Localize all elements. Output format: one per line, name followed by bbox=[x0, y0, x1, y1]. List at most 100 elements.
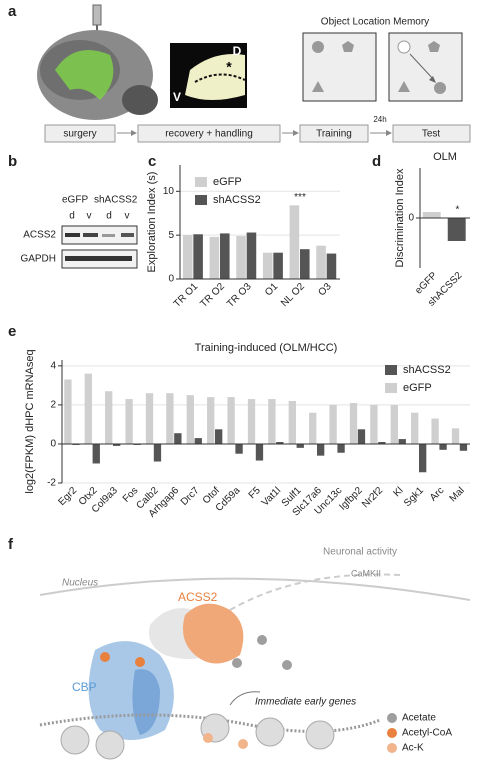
interval-label: 24h bbox=[373, 115, 386, 124]
diagram-label: Nucleus bbox=[62, 578, 98, 589]
x-tick-label: Nr2f2 bbox=[360, 485, 385, 510]
annotation: *** bbox=[294, 192, 306, 203]
bar bbox=[186, 395, 194, 444]
y-axis-label: log2(FPKM) dHPC mRNAseq bbox=[24, 349, 36, 493]
timeline-step: Training bbox=[316, 129, 352, 140]
legend-label: eGFP bbox=[213, 176, 242, 188]
bar bbox=[262, 252, 273, 279]
y-tick-label: -2 bbox=[47, 478, 56, 489]
bar bbox=[378, 442, 386, 444]
bar bbox=[153, 443, 162, 462]
bar bbox=[145, 393, 154, 444]
legend-label: Ac-K bbox=[402, 743, 424, 754]
panel-label: a bbox=[8, 3, 17, 20]
row-label: ACSS2 bbox=[23, 230, 56, 241]
bar bbox=[329, 404, 337, 444]
x-tick-label: Vat1l bbox=[260, 485, 283, 508]
bar bbox=[398, 439, 406, 444]
injection-mark: * bbox=[226, 59, 232, 75]
legend-label: Acetyl-CoA bbox=[402, 728, 452, 739]
x-tick-label: O1 bbox=[263, 281, 281, 299]
x-tick-label: NL O2 bbox=[279, 281, 307, 309]
bar bbox=[125, 399, 133, 444]
bar bbox=[431, 418, 439, 444]
diagram-label: Immediate early genes bbox=[255, 697, 356, 708]
legend-swatch bbox=[387, 713, 397, 723]
diagram-label: ACSS2 bbox=[178, 590, 218, 604]
y-tick-label: 4 bbox=[50, 360, 56, 371]
bar bbox=[220, 233, 230, 279]
bar bbox=[296, 443, 304, 448]
bar bbox=[247, 399, 256, 444]
timeline-step: recovery + handling bbox=[165, 129, 253, 140]
y-tick-label: 0 bbox=[50, 439, 56, 450]
bar bbox=[349, 402, 358, 444]
x-tick-label: TR O3 bbox=[225, 281, 254, 310]
legend-swatch bbox=[195, 177, 207, 187]
y-tick-label: 10 bbox=[163, 186, 175, 197]
bar bbox=[194, 438, 202, 444]
axis-marker: V bbox=[173, 90, 181, 104]
western-blot: eGFP shACSS2 d v d v ACSS2 GAPDH bbox=[20, 195, 138, 269]
bar bbox=[268, 399, 276, 444]
bar bbox=[84, 373, 92, 444]
lane-label: d bbox=[106, 211, 112, 222]
bar bbox=[459, 443, 468, 451]
bar bbox=[447, 218, 466, 241]
legend-swatch bbox=[385, 383, 397, 393]
legend-label: Acetate bbox=[402, 713, 436, 724]
bar bbox=[300, 249, 310, 279]
bar bbox=[215, 429, 223, 444]
bar bbox=[411, 412, 419, 444]
diagram-label: CBP bbox=[72, 680, 97, 694]
bar bbox=[105, 391, 113, 444]
x-tick-label: Igfbp2 bbox=[337, 485, 365, 513]
y-axis-label: Exploration Index (s) bbox=[146, 172, 158, 273]
bar bbox=[235, 443, 243, 454]
arena bbox=[302, 32, 463, 102]
y-tick-label: 2 bbox=[50, 400, 56, 411]
bar bbox=[316, 245, 326, 279]
panel-label: d bbox=[372, 153, 381, 170]
legend-swatch bbox=[387, 728, 397, 738]
timeline: surgery recovery + handling Training Tes… bbox=[44, 115, 471, 143]
panel-label: f bbox=[8, 536, 14, 553]
bar bbox=[92, 443, 100, 464]
x-tick-label: TR O1 bbox=[172, 281, 201, 310]
brain-illustration bbox=[37, 4, 158, 120]
x-tick-label: Kl bbox=[392, 485, 406, 499]
bar bbox=[255, 443, 264, 461]
bar bbox=[390, 404, 398, 444]
diagram-label: Neuronal activity bbox=[323, 547, 397, 558]
axis-marker: D bbox=[233, 44, 242, 58]
bar bbox=[309, 412, 317, 444]
bar bbox=[337, 443, 345, 453]
legend-swatch bbox=[387, 743, 397, 753]
y-tick-label: 0 bbox=[408, 213, 414, 224]
x-tick-label: O3 bbox=[316, 281, 334, 299]
bar bbox=[317, 443, 325, 456]
bar bbox=[326, 253, 337, 279]
legend-swatch bbox=[385, 365, 397, 375]
lane-label: v bbox=[87, 211, 92, 222]
bar bbox=[289, 205, 300, 279]
annotation: * bbox=[456, 205, 460, 216]
bar bbox=[419, 443, 427, 473]
timeline-step: Test bbox=[422, 129, 441, 140]
y-tick-label: 0 bbox=[168, 274, 174, 285]
x-tick-label: Mal bbox=[448, 485, 467, 504]
legend-label: shACSS2 bbox=[403, 364, 451, 376]
y-tick-label: 5 bbox=[168, 230, 174, 241]
bar bbox=[451, 428, 460, 444]
bar bbox=[273, 252, 283, 279]
bar bbox=[209, 236, 220, 279]
timeline-step: surgery bbox=[63, 129, 96, 140]
bar bbox=[288, 401, 296, 444]
panel-label: b bbox=[8, 153, 17, 170]
panel-label: e bbox=[8, 323, 16, 340]
bar bbox=[193, 234, 203, 279]
group-label: eGFP bbox=[62, 195, 88, 206]
group-label: shACSS2 bbox=[94, 195, 138, 206]
bar bbox=[166, 393, 174, 444]
mechanism-diagram: Neuronal activity CaMKII Nucleus ACSS2 C… bbox=[39, 547, 471, 760]
